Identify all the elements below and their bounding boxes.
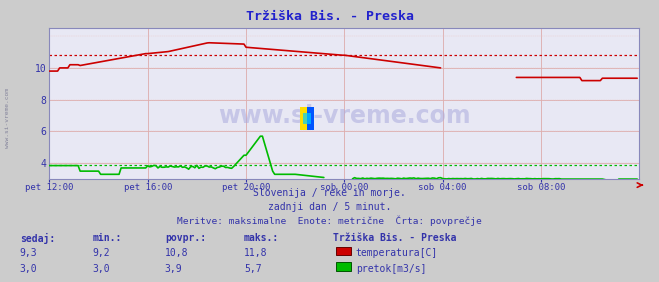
Text: 3,0: 3,0 [20, 264, 38, 274]
Text: 9,2: 9,2 [92, 248, 110, 258]
Text: 3,0: 3,0 [92, 264, 110, 274]
Bar [300, 107, 307, 130]
Text: Meritve: maksimalne  Enote: metrične  Črta: povprečje: Meritve: maksimalne Enote: metrične Črta… [177, 216, 482, 226]
Text: 9,3: 9,3 [20, 248, 38, 258]
Text: sedaj:: sedaj: [20, 233, 55, 244]
Text: povpr.:: povpr.: [165, 233, 206, 243]
Text: Tržiška Bis. - Preska: Tržiška Bis. - Preska [246, 10, 413, 23]
Text: Tržiška Bis. - Preska: Tržiška Bis. - Preska [333, 233, 456, 243]
Bar [307, 107, 314, 130]
Text: maks.:: maks.: [244, 233, 279, 243]
Text: 3,9: 3,9 [165, 264, 183, 274]
Text: www.si-vreme.com: www.si-vreme.com [218, 104, 471, 128]
Text: www.si-vreme.com: www.si-vreme.com [5, 89, 11, 148]
Text: Slovenija / reke in morje.: Slovenija / reke in morje. [253, 188, 406, 197]
Text: 5,7: 5,7 [244, 264, 262, 274]
Text: 11,8: 11,8 [244, 248, 268, 258]
Text: 10,8: 10,8 [165, 248, 188, 258]
Text: temperatura[C]: temperatura[C] [356, 248, 438, 258]
Text: pretok[m3/s]: pretok[m3/s] [356, 264, 426, 274]
Text: min.:: min.: [92, 233, 122, 243]
Text: zadnji dan / 5 minut.: zadnji dan / 5 minut. [268, 202, 391, 212]
Bar [304, 113, 311, 124]
